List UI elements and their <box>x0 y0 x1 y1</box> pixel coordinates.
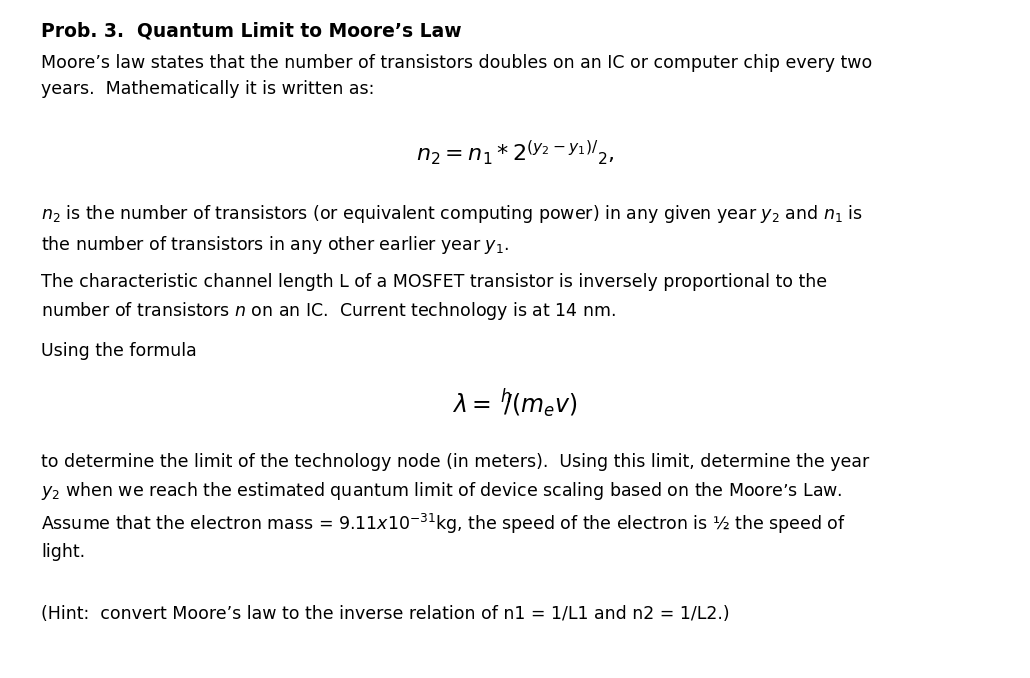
Text: to determine the limit of the technology node (in meters).  Using this limit, de: to determine the limit of the technology… <box>41 453 869 561</box>
Text: $n_2 = n_1 * 2^{(y_2-y_1)/}{}_2,$: $n_2 = n_1 * 2^{(y_2-y_1)/}{}_2,$ <box>416 138 614 167</box>
Text: $n_2$ is the number of transistors (or equivalent computing power) in any given : $n_2$ is the number of transistors (or e… <box>41 203 863 256</box>
Text: Prob. 3.  Quantum Limit to Moore’s Law: Prob. 3. Quantum Limit to Moore’s Law <box>41 22 461 41</box>
Text: The characteristic channel length L of a MOSFET transistor is inversely proporti: The characteristic channel length L of a… <box>41 273 827 322</box>
Text: Using the formula: Using the formula <box>41 342 197 361</box>
Text: Moore’s law states that the number of transistors doubles on an IC or computer c: Moore’s law states that the number of tr… <box>41 54 872 98</box>
Text: (Hint:  convert Moore’s law to the inverse relation of n1 = 1/L1 and n2 = 1/L2.): (Hint: convert Moore’s law to the invers… <box>41 605 730 624</box>
Text: $\lambda = \,{}^{h}\!\!/{(m_e v)}$: $\lambda = \,{}^{h}\!\!/{(m_e v)}$ <box>452 387 578 420</box>
